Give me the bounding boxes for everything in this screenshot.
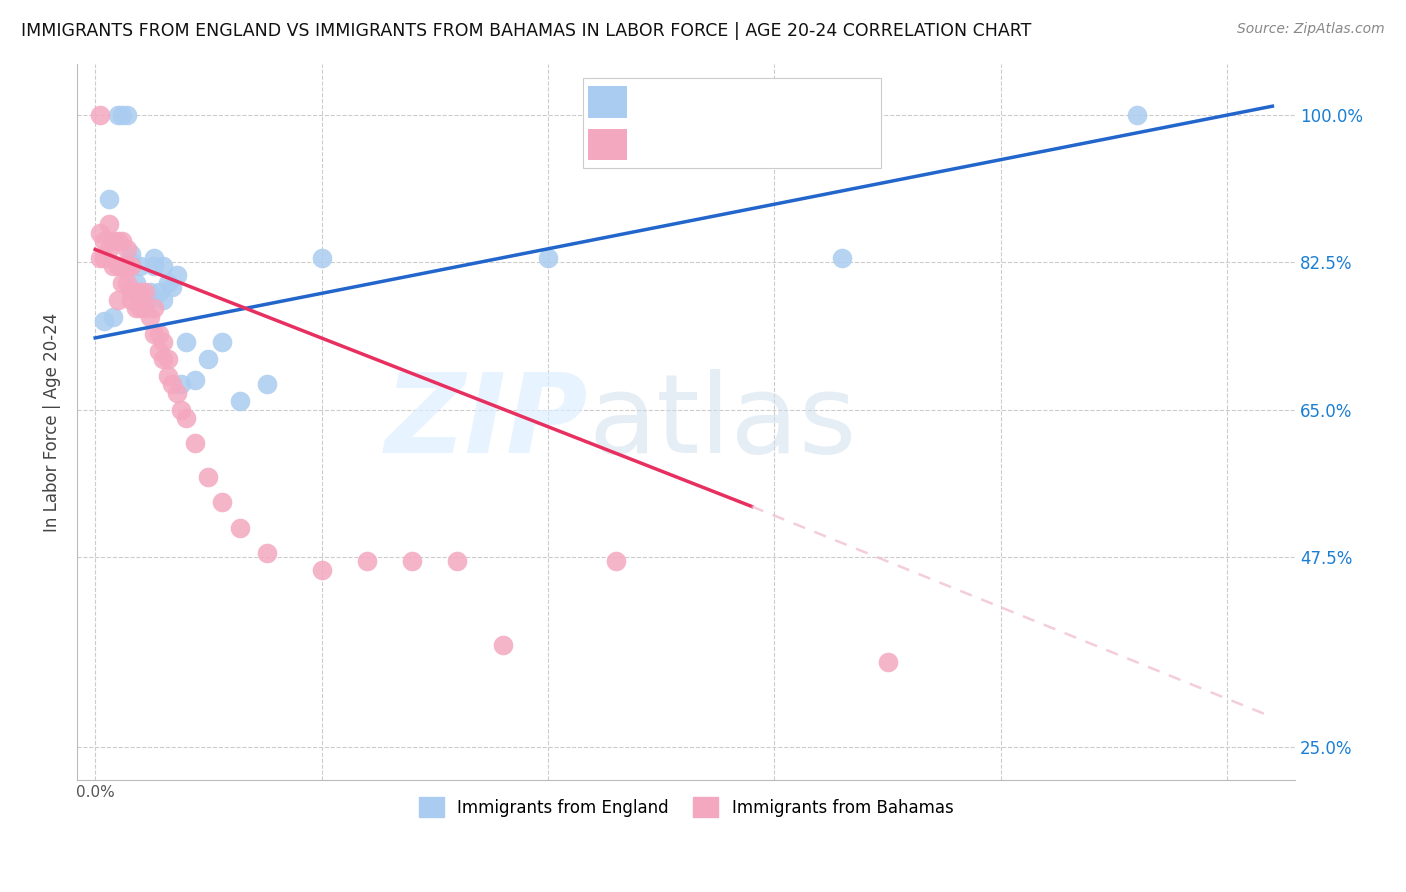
- Point: [170, 402, 193, 417]
- Point: [197, 351, 219, 366]
- Point: [103, 260, 125, 274]
- Point: [120, 293, 142, 307]
- Point: [89, 107, 111, 121]
- Point: [111, 276, 134, 290]
- Point: [143, 260, 166, 274]
- Point: [256, 377, 278, 392]
- Point: [134, 301, 156, 316]
- Point: [93, 234, 115, 248]
- Legend: Immigrants from England, Immigrants from Bahamas: Immigrants from England, Immigrants from…: [411, 789, 962, 826]
- Point: [1125, 107, 1147, 121]
- Point: [166, 385, 188, 400]
- Point: [166, 268, 188, 282]
- Point: [143, 251, 166, 265]
- Point: [129, 301, 152, 316]
- Point: [120, 255, 142, 269]
- Point: [184, 373, 207, 387]
- Point: [125, 285, 148, 299]
- Point: [111, 107, 134, 121]
- Point: [148, 326, 170, 341]
- Point: [107, 260, 129, 274]
- Point: [97, 217, 120, 231]
- Point: [152, 293, 174, 307]
- Point: [537, 251, 560, 265]
- Point: [197, 470, 219, 484]
- Point: [125, 285, 148, 299]
- Point: [148, 343, 170, 358]
- Point: [138, 310, 160, 324]
- Point: [134, 285, 156, 299]
- Point: [356, 554, 378, 568]
- Point: [156, 368, 179, 383]
- Point: [174, 335, 197, 350]
- Point: [89, 251, 111, 265]
- Point: [115, 243, 138, 257]
- Point: [97, 192, 120, 206]
- Point: [103, 310, 125, 324]
- Point: [115, 107, 138, 121]
- Point: [143, 301, 166, 316]
- Point: [107, 293, 129, 307]
- Point: [103, 234, 125, 248]
- Point: [89, 226, 111, 240]
- Point: [129, 285, 152, 299]
- Point: [111, 260, 134, 274]
- Point: [152, 260, 174, 274]
- Text: Source: ZipAtlas.com: Source: ZipAtlas.com: [1237, 22, 1385, 37]
- Point: [160, 280, 183, 294]
- Point: [156, 276, 179, 290]
- Point: [148, 285, 170, 299]
- Point: [256, 546, 278, 560]
- Point: [605, 554, 627, 568]
- Point: [134, 297, 156, 311]
- Point: [174, 411, 197, 425]
- Text: IMMIGRANTS FROM ENGLAND VS IMMIGRANTS FROM BAHAMAS IN LABOR FORCE | AGE 20-24 CO: IMMIGRANTS FROM ENGLAND VS IMMIGRANTS FR…: [21, 22, 1032, 40]
- Point: [229, 520, 252, 534]
- Y-axis label: In Labor Force | Age 20-24: In Labor Force | Age 20-24: [44, 312, 60, 532]
- Point: [93, 314, 115, 328]
- Point: [120, 246, 142, 260]
- Point: [107, 107, 129, 121]
- Point: [229, 394, 252, 409]
- Point: [311, 563, 333, 577]
- Point: [115, 260, 138, 274]
- Point: [129, 260, 152, 274]
- Point: [446, 554, 468, 568]
- Point: [156, 351, 179, 366]
- Point: [152, 335, 174, 350]
- Point: [125, 276, 148, 290]
- Point: [115, 276, 138, 290]
- Point: [311, 251, 333, 265]
- Point: [138, 285, 160, 299]
- Point: [401, 554, 423, 568]
- Point: [97, 243, 120, 257]
- Point: [160, 377, 183, 392]
- Point: [120, 260, 142, 274]
- Text: ZIP: ZIP: [385, 368, 589, 475]
- Point: [143, 326, 166, 341]
- Point: [152, 351, 174, 366]
- Point: [492, 639, 515, 653]
- Point: [107, 234, 129, 248]
- Point: [876, 656, 898, 670]
- Point: [170, 377, 193, 392]
- Point: [129, 297, 152, 311]
- Point: [125, 301, 148, 316]
- Point: [211, 495, 233, 509]
- Text: atlas: atlas: [589, 368, 858, 475]
- Point: [831, 251, 853, 265]
- Point: [120, 285, 142, 299]
- Point: [211, 335, 233, 350]
- Point: [111, 234, 134, 248]
- Point: [184, 436, 207, 450]
- Point: [93, 251, 115, 265]
